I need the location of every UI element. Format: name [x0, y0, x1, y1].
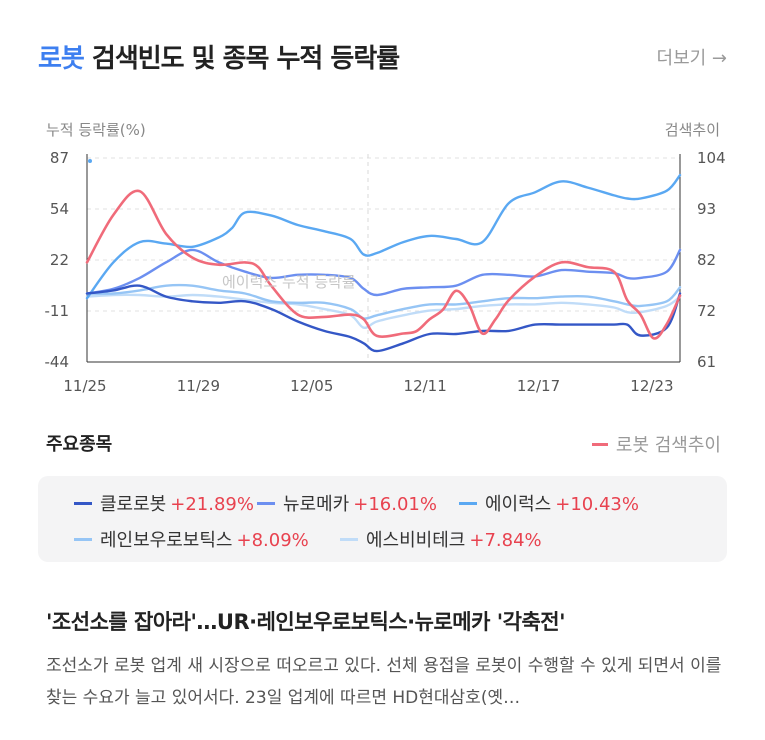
x-tick-label: 11/29 — [177, 377, 220, 395]
line-chart: 87 104 54 93 22 82 -11 72 -44 61 11/25 11/29 12/05 12… — [45, 149, 726, 395]
x-tick-label: 11/25 — [63, 377, 106, 395]
stock-name: 뉴로메카 — [283, 494, 350, 515]
series-line-0 — [85, 284, 682, 353]
x-tick-label: 12/05 — [290, 377, 333, 395]
y-left-tick-label: 22 — [50, 251, 69, 269]
stock-pct: +10.43% — [555, 494, 639, 515]
stock-item-3[interactable]: 레인보우로보틱스 +8.09% — [74, 526, 309, 552]
stock-swatch — [257, 501, 275, 505]
stock-pct: +16.01% — [353, 494, 437, 515]
stock-swatch — [74, 537, 92, 541]
x-tick-label: 12/23 — [630, 377, 673, 395]
search-trend-line — [85, 189, 682, 340]
news-summary: 조선소가 로봇 업계 새 시장으로 떠오르고 있다. 선체 용접을 로봇이 수행… — [46, 656, 722, 708]
more-link[interactable]: 더보기 → — [656, 48, 727, 69]
series-line-2 — [85, 173, 682, 300]
stock-swatch — [74, 501, 92, 505]
news-headline[interactable]: '조선소를 잡아라'…UR·레인보우로보틱스·뉴로메카 '각축전' — [46, 610, 566, 634]
stock-item-1[interactable]: 뉴로메카 +16.01% — [257, 490, 437, 516]
stocks-legend-box — [38, 476, 727, 562]
y-right-axis-title: 검색추이 — [664, 121, 720, 139]
series-line-3 — [85, 283, 682, 320]
y-left-tick-label: -44 — [45, 353, 70, 371]
series-line-4 — [85, 293, 682, 330]
y-right-tick-label: 72 — [697, 302, 716, 320]
title-rest: 검색빈도 및 종목 누적 등락률 — [91, 44, 400, 74]
y-left-tick-label: -11 — [45, 302, 70, 320]
stock-pct: +7.84% — [469, 530, 542, 551]
title-keyword: 로봇 — [38, 44, 85, 74]
legend-search-label: 로봇 검색추이 — [615, 435, 721, 456]
stock-pct: +8.09% — [236, 530, 309, 551]
chart-title: 로봇 검색빈도 및 종목 누적 등락률 — [38, 38, 400, 75]
legend-search-trend: 로봇 검색추이 — [591, 431, 721, 457]
y-right-tick-label: 82 — [697, 251, 716, 269]
x-tick-label: 12/17 — [517, 377, 560, 395]
stock-name: 에이럭스 — [485, 494, 552, 515]
y-right-tick-label: 93 — [697, 200, 716, 218]
stock-item-4[interactable]: 에스비비테크 +7.84% — [340, 526, 542, 552]
stock-pct: +21.89% — [170, 494, 254, 515]
stock-name: 클로로봇 — [100, 494, 167, 515]
stock-swatch — [340, 537, 358, 541]
legend-search-swatch — [591, 442, 608, 446]
y-right-tick-label: 61 — [697, 353, 716, 371]
y-left-axis-title: 누적 등락률(%) — [46, 121, 146, 139]
stock-name: 레인보우로보틱스 — [100, 530, 233, 551]
stock-item-2[interactable]: 에이럭스 +10.43% — [459, 490, 639, 516]
series-line-1 — [85, 248, 682, 297]
y-left-tick-label: 54 — [50, 200, 69, 218]
stock-name: 에스비비테크 — [366, 530, 466, 551]
x-tick-label: 12/11 — [404, 377, 447, 395]
y-left-tick-label: 87 — [50, 149, 69, 167]
y-right-tick-label: 104 — [697, 149, 726, 167]
corner-marker — [88, 159, 92, 163]
section-title: 주요종목 — [46, 434, 113, 455]
stock-item-0[interactable]: 클로로봇 +21.89% — [74, 490, 254, 516]
stock-swatch — [459, 501, 477, 505]
chart-watermark: 에이럭스 누적 등락률 — [222, 273, 356, 291]
